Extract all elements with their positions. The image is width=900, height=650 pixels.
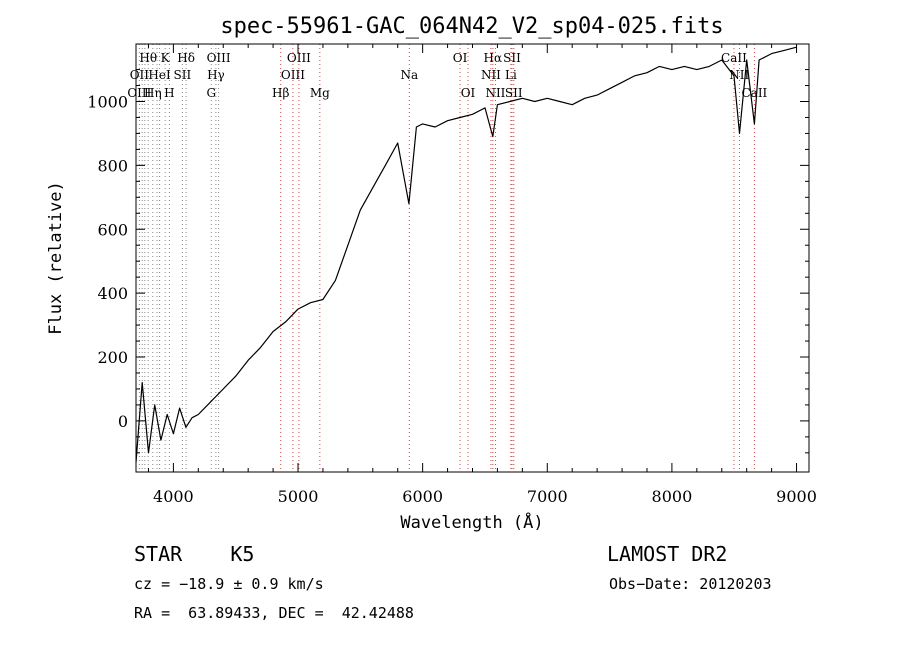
- line-label: OIII: [207, 51, 231, 65]
- line-label: OIII: [281, 68, 305, 82]
- x-tick-label: 7000: [527, 487, 568, 506]
- line-label: HeI: [148, 68, 171, 82]
- spectrum-chart: spec-55961-GAC_064N42_V2_sp04-025.fits H…: [46, 14, 817, 533]
- y-axis-label: Flux (relative): [46, 181, 66, 335]
- x-tick-label: 8000: [652, 487, 693, 506]
- line-label: OII: [130, 68, 150, 82]
- y-tick-label: 1000: [87, 92, 128, 111]
- chart-title: spec-55961-GAC_064N42_V2_sp04-025.fits: [220, 14, 723, 39]
- axis-ticks: 4000 5000 6000 7000 8000 9000 0 200 400 600 800 100…: [87, 44, 817, 506]
- line-label: CaII: [721, 51, 747, 65]
- x-tick-label: 4000: [153, 487, 194, 506]
- line-label: NII: [481, 68, 501, 82]
- line-label: OI: [453, 51, 468, 65]
- line-label: Hα: [484, 51, 503, 65]
- plot-frame: [135, 43, 810, 473]
- line-label: Hγ: [207, 68, 225, 82]
- line-label: G: [206, 86, 216, 100]
- observation-date: Obs−Date: 20120203: [609, 575, 772, 593]
- line-label: H: [164, 86, 174, 100]
- line-label: NII: [485, 86, 505, 100]
- line-label: SII: [174, 68, 192, 82]
- line-label: SII: [503, 51, 521, 65]
- spectrum-series: [135, 46, 797, 463]
- spectrum-line: [135, 46, 797, 463]
- line-label: Na: [400, 68, 418, 82]
- line-label: OI: [461, 86, 476, 100]
- line-label: OIII: [287, 51, 311, 65]
- line-markers: [138, 44, 755, 472]
- x-tick-label: 6000: [402, 487, 443, 506]
- line-label: Hβ: [272, 86, 289, 100]
- line-label: Hδ: [177, 51, 195, 65]
- line-label: OIII: [127, 86, 151, 100]
- line-label: NII: [729, 68, 749, 82]
- y-tick-label: 0: [118, 412, 128, 431]
- line-label: K: [161, 51, 171, 65]
- line-label: Mg: [310, 86, 330, 100]
- y-tick-label: 800: [97, 156, 128, 175]
- y-tick-label: 200: [97, 348, 128, 367]
- line-label: Hθ: [139, 51, 157, 65]
- x-tick-label: 9000: [776, 487, 817, 506]
- x-tick-label: 5000: [278, 487, 319, 506]
- line-label: SII: [505, 86, 523, 100]
- line-label: Li: [505, 68, 517, 82]
- line-label: Hη: [144, 86, 162, 100]
- survey-name: LAMOST DR2: [607, 542, 728, 566]
- x-axis-label: Wavelength (Å): [400, 511, 543, 533]
- coordinates: RA = 63.89433, DEC = 42.42488: [134, 604, 414, 622]
- object-class: STAR K5: [134, 542, 255, 566]
- line-label: CaII: [741, 86, 767, 100]
- y-tick-label: 600: [97, 220, 128, 239]
- redshift-velocity: cz = −18.9 ± 0.9 km/s: [134, 575, 324, 593]
- y-tick-label: 400: [97, 284, 128, 303]
